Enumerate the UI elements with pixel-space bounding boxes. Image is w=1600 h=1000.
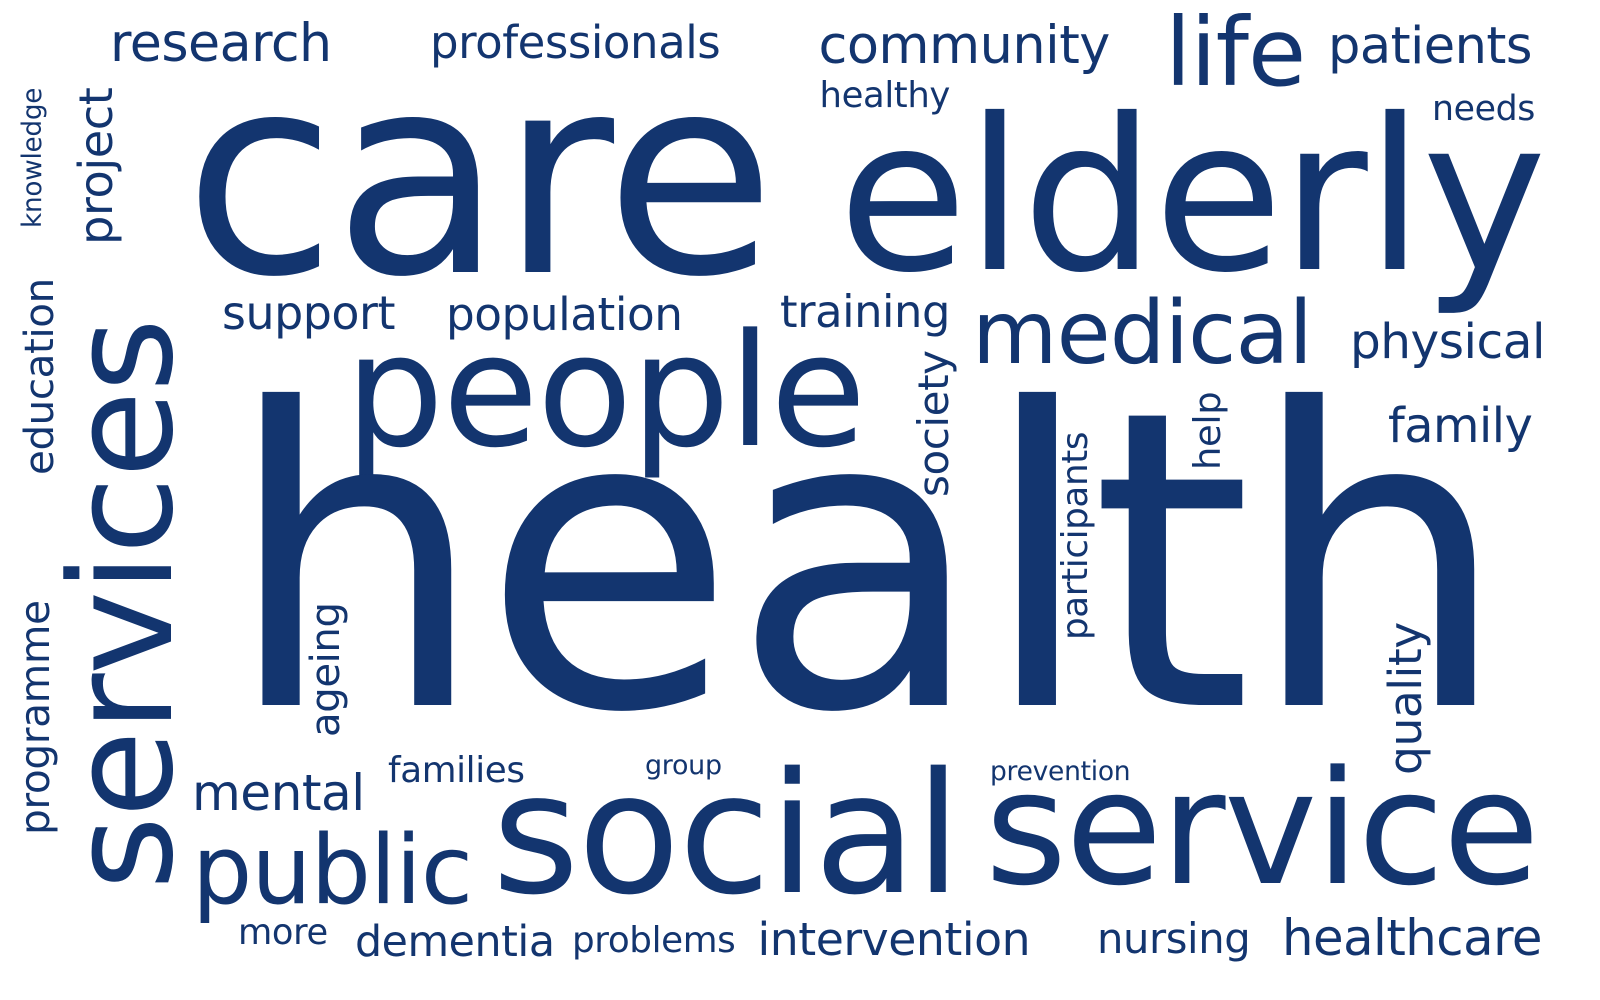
word-support: support — [222, 286, 395, 340]
word-healthy: healthy — [819, 74, 951, 116]
word-participants: participants — [1055, 431, 1096, 640]
word-elderly: elderly — [838, 72, 1547, 319]
word-nursing: nursing — [1097, 913, 1251, 963]
word-knowledge: knowledge — [18, 87, 48, 228]
word-services: services — [39, 319, 205, 890]
word-problems: problems — [572, 920, 736, 961]
word-care: care — [184, 16, 776, 338]
word-health: health — [225, 322, 1509, 803]
word-quality: quality — [1379, 622, 1432, 775]
word-community: community — [818, 14, 1111, 76]
word-social: social — [492, 736, 961, 932]
word-programme: programme — [10, 600, 59, 835]
word-mental: mental — [192, 762, 365, 822]
word-ageing: ageing — [303, 602, 349, 737]
word-population: population — [446, 287, 683, 341]
word-healthcare: healthcare — [1282, 908, 1542, 967]
word-life: life — [1165, 0, 1306, 108]
word-patients: patients — [1328, 16, 1532, 76]
word-physical: physical — [1350, 313, 1545, 370]
word-people: people — [345, 300, 866, 482]
word-family: family — [1388, 399, 1533, 454]
word-families: families — [388, 750, 525, 791]
word-intervention: intervention — [757, 913, 1031, 966]
word-needs: needs — [1432, 88, 1536, 129]
word-service: service — [985, 738, 1540, 921]
word-project: project — [69, 87, 123, 245]
word-society: society — [908, 350, 958, 497]
word-medical: medical — [972, 281, 1313, 384]
word-research: research — [110, 14, 332, 74]
word-group: group — [645, 749, 722, 781]
word-dementia: dementia — [355, 917, 555, 967]
word-help: help — [1185, 391, 1229, 470]
word-more: more — [238, 912, 328, 953]
word-professionals: professionals — [430, 15, 721, 69]
word-prevention: prevention — [990, 755, 1131, 787]
word-training: training — [780, 284, 950, 338]
word-public: public — [192, 815, 473, 926]
